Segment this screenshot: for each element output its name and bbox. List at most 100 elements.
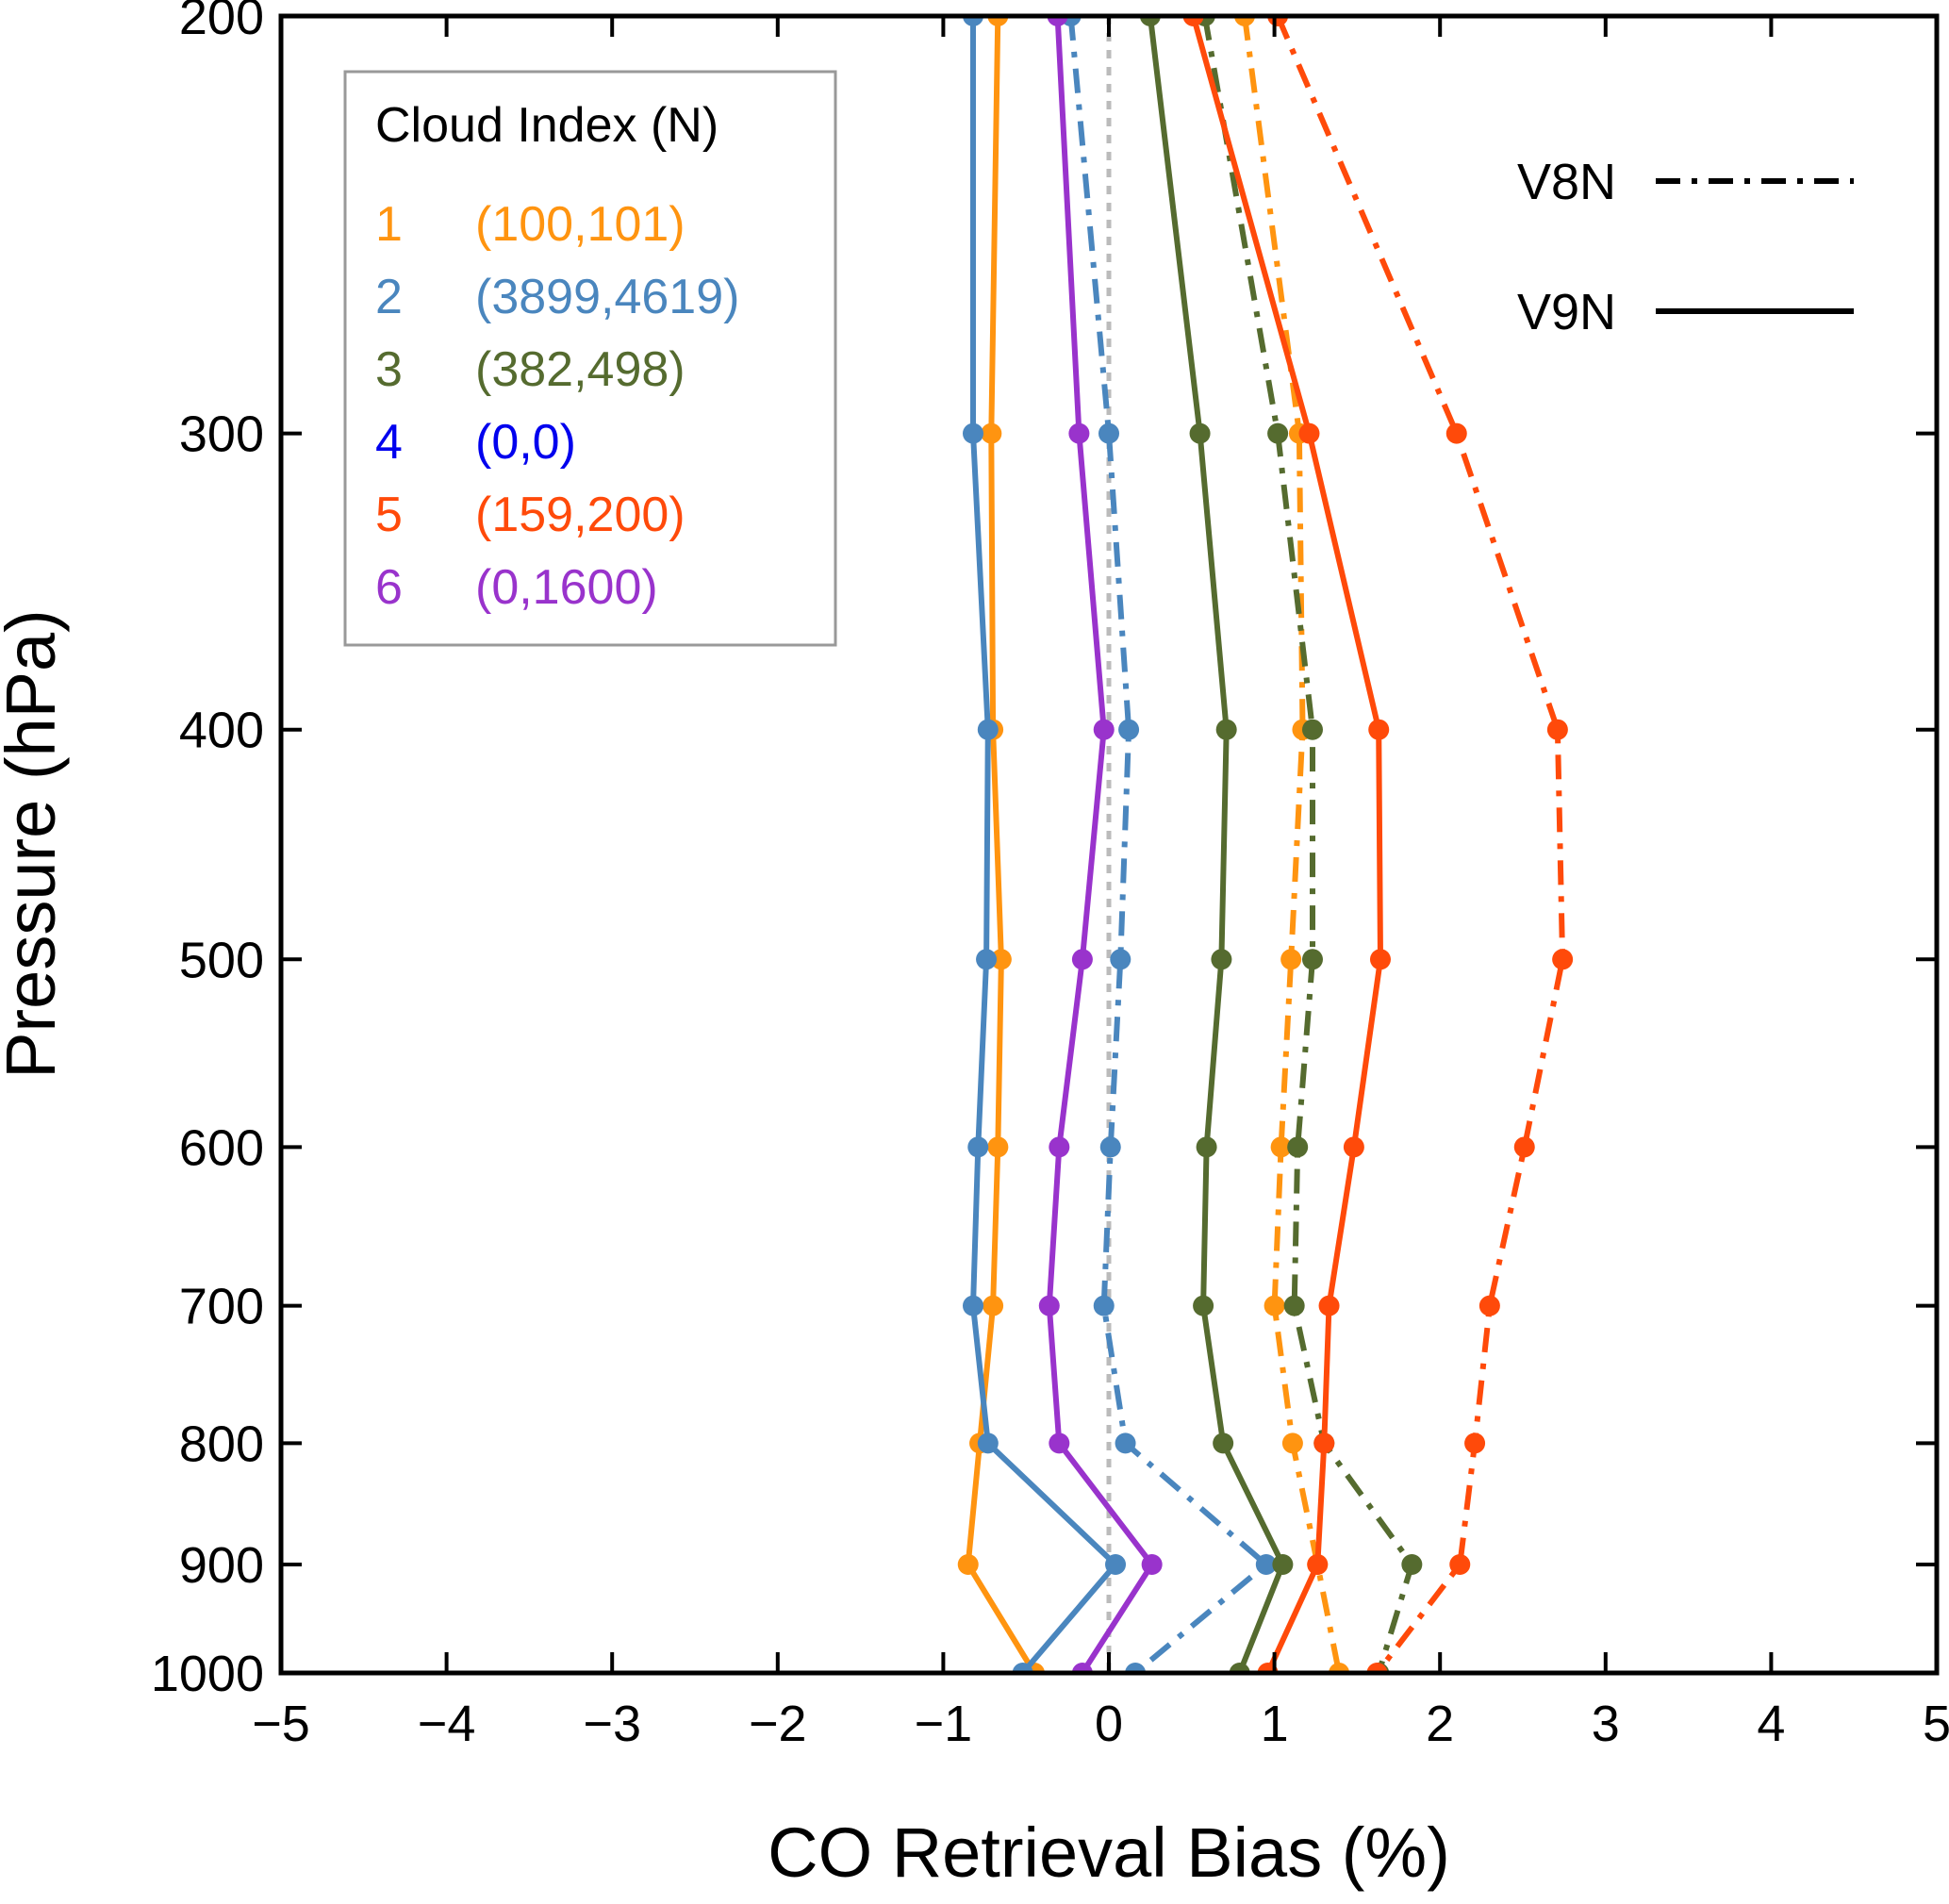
x-axis-title: CO Retrieval Bias (%) xyxy=(768,1813,1450,1892)
series-cloud-3-v8n xyxy=(1194,16,1423,1673)
series-line xyxy=(1275,16,1566,1673)
data-point xyxy=(1049,1136,1070,1158)
legend-title: Cloud Index (N) xyxy=(375,98,718,153)
y-tick-label: 600 xyxy=(179,1119,264,1176)
data-point xyxy=(1449,1553,1471,1575)
data-point xyxy=(1213,1432,1234,1454)
legend-entry-index: 1 xyxy=(375,197,403,252)
x-tick-label: 1 xyxy=(1261,1696,1289,1752)
legend-frame xyxy=(343,70,837,647)
data-point xyxy=(1215,719,1237,740)
x-tick-label: 0 xyxy=(1095,1696,1123,1752)
data-point xyxy=(1182,16,1204,26)
series-layer xyxy=(957,16,1574,1673)
series-cloud-3-v9n xyxy=(1139,16,1294,1673)
data-point xyxy=(963,16,984,26)
x-tick-labels: −5 −4 −3 −2 −1 0 1 2 3 4 5 xyxy=(252,1696,1949,1752)
y-tick-label: 400 xyxy=(179,703,264,759)
series-cloud-6-v9n xyxy=(1038,16,1163,1673)
data-point xyxy=(1546,719,1568,740)
data-point xyxy=(977,1432,999,1454)
data-point xyxy=(1287,1136,1309,1158)
x-tick-label: −2 xyxy=(749,1696,807,1752)
data-point xyxy=(990,949,1012,970)
data-point xyxy=(1071,1663,1093,1673)
series-line xyxy=(1046,16,1155,1673)
x-tick-label: 2 xyxy=(1426,1696,1454,1752)
data-point xyxy=(1071,949,1093,970)
data-point xyxy=(963,1295,984,1316)
x-tick-label: 3 xyxy=(1592,1696,1620,1752)
legend-entry-count: (100,101) xyxy=(475,197,685,252)
x-tick-label: −4 xyxy=(418,1696,476,1752)
data-point xyxy=(1047,16,1068,26)
data-point xyxy=(987,16,1009,26)
x-tick-label: 5 xyxy=(1923,1696,1949,1752)
data-point xyxy=(1301,719,1323,740)
series-cloud-5-v9n xyxy=(1182,16,1391,1673)
data-point xyxy=(1110,949,1131,970)
data-point xyxy=(1098,422,1119,444)
y-tick-label: 700 xyxy=(179,1279,264,1335)
y-tick-label: 500 xyxy=(179,932,264,988)
y-tick-labels: 200 300 400 500 600 700 800 900 1000 xyxy=(151,0,264,1702)
series-line xyxy=(1201,16,1415,1673)
y-tick-label: 900 xyxy=(179,1537,264,1594)
data-point xyxy=(1049,1432,1070,1454)
data-point xyxy=(1343,1136,1364,1158)
data-point xyxy=(977,719,999,740)
data-point xyxy=(1369,949,1391,970)
y-tick-label: 200 xyxy=(179,0,264,45)
data-point xyxy=(1038,1295,1060,1316)
data-point xyxy=(963,422,984,444)
data-point xyxy=(1196,1136,1217,1158)
cloud-index-legend: Cloud Index (N) 1 (100,101) 2 (3899,4619) 3 (… xyxy=(343,70,837,647)
data-point xyxy=(1193,1295,1214,1316)
data-point xyxy=(1445,422,1467,444)
data-point xyxy=(967,1136,989,1158)
data-point xyxy=(987,1136,1009,1158)
data-point xyxy=(976,949,998,970)
legend-entry-index: 2 xyxy=(375,270,403,324)
legend-entry-index: 4 xyxy=(375,415,403,470)
series-cloud-1-v8n xyxy=(1233,16,1350,1673)
data-point xyxy=(1141,1553,1163,1575)
series-line xyxy=(1067,16,1269,1673)
data-point xyxy=(1105,1553,1127,1575)
data-point xyxy=(1368,719,1390,740)
plot-frame xyxy=(278,13,1940,1676)
legend-entry-index: 5 xyxy=(375,488,403,542)
data-point xyxy=(1068,422,1090,444)
series-line xyxy=(965,16,1037,1673)
series-cloud-2-v8n xyxy=(1060,16,1277,1673)
legend-entry-index: 3 xyxy=(375,342,403,397)
data-point xyxy=(1313,1432,1335,1454)
legend-entry-index: 6 xyxy=(375,560,403,615)
data-point xyxy=(1264,1295,1285,1316)
y-tick-label: 800 xyxy=(179,1416,264,1472)
data-point xyxy=(1298,422,1320,444)
legend-entry-count: (382,498) xyxy=(475,342,685,397)
data-point xyxy=(1093,1295,1115,1316)
data-point xyxy=(1115,1432,1136,1454)
data-point xyxy=(1118,719,1140,740)
x-tick-label: 4 xyxy=(1757,1696,1785,1752)
series-cloud-2-v9n xyxy=(963,16,1127,1673)
legend-entry-count: (159,200) xyxy=(475,488,685,542)
data-point xyxy=(1270,1136,1292,1158)
x-tick-label: −1 xyxy=(915,1696,973,1752)
series-line xyxy=(1242,16,1343,1673)
legend-entry-count: (0,1600) xyxy=(475,560,658,615)
data-point xyxy=(1093,719,1115,740)
data-point xyxy=(1189,422,1211,444)
x-tick-label: −5 xyxy=(252,1696,310,1752)
data-point xyxy=(1233,16,1255,26)
data-point xyxy=(1307,1553,1329,1575)
data-point xyxy=(1366,1663,1388,1673)
data-point xyxy=(957,1553,979,1575)
data-point xyxy=(1318,1295,1340,1316)
legend-entry-count: (0,0) xyxy=(475,415,576,470)
data-point xyxy=(981,422,1002,444)
y-tick-label: 1000 xyxy=(151,1646,264,1702)
